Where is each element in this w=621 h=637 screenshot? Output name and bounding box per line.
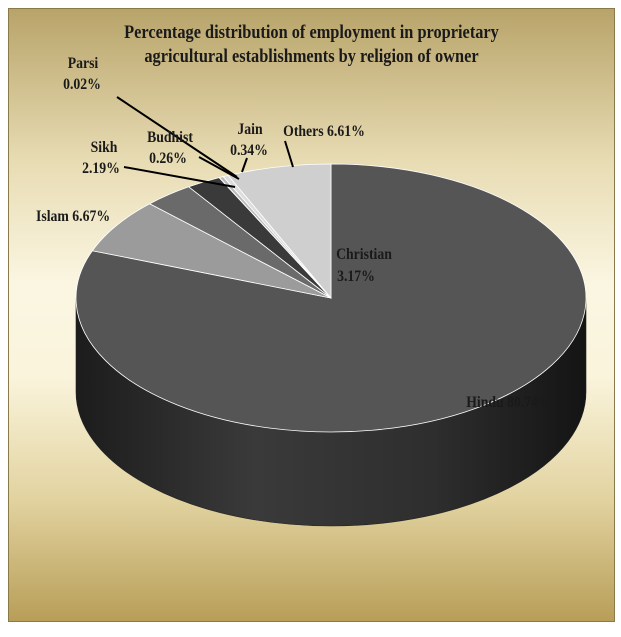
slice-label-budhist-value: 0.26% [149, 150, 187, 167]
pie-slice-hindu [75, 163, 587, 433]
slice-label-sikh-value: 2.19% [82, 160, 120, 177]
pie-slice-others [227, 163, 332, 300]
slice-label-jain-value: 0.34% [230, 142, 268, 159]
leader-line-parsi [116, 96, 238, 178]
slice-label-parsi-name: Parsi [68, 55, 99, 72]
pie-top-layer [75, 163, 587, 433]
slice-label-christian-value: 3.17% [337, 268, 375, 285]
slice-label-others: Others 6.61% [283, 123, 365, 140]
pie-chart: Hindu 80.74% Islam 6.67% Christian 3.17% Sik… [36, 55, 587, 527]
leader-lines [116, 96, 294, 188]
slice-label-parsi-value: 0.02% [63, 76, 101, 93]
slice-label-christian-name: Christian [336, 246, 392, 263]
pie-slice-islam [91, 203, 332, 299]
leader-line-budhist [198, 156, 240, 180]
chart-title: Percentage distribution of employment in… [124, 22, 499, 67]
leader-line-sikh [123, 166, 236, 188]
slice-label-sikh-name: Sikh [91, 139, 118, 156]
slice-label-islam: Islam 6.67% [36, 208, 110, 225]
leader-line-jain [241, 157, 248, 173]
slice-labels: Hindu 80.74% Islam 6.67% Christian 3.17% Sik… [36, 55, 552, 411]
slice-label-budhist-name: Budhist [147, 129, 193, 146]
slice-label-jain-name: Jain [237, 121, 263, 138]
chart-frame: Percentage distribution of employment in… [8, 8, 615, 622]
slice-label-hindu: Hindu 80.74% [466, 394, 552, 411]
leader-line-others [284, 140, 294, 168]
